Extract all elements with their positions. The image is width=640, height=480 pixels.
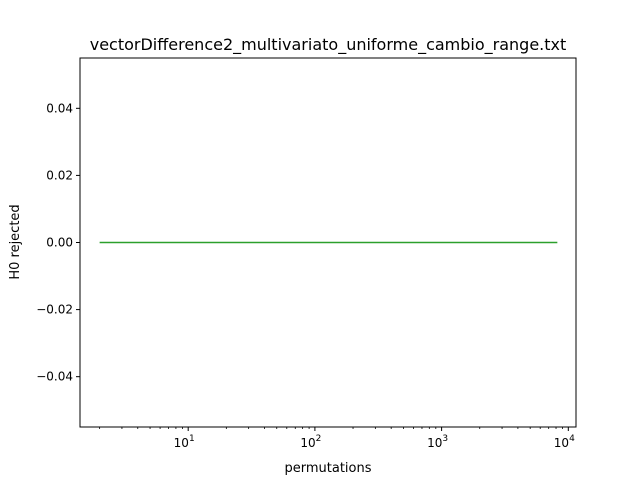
x-tick-label-2: 103	[427, 434, 448, 450]
x-tick-label-1: 102	[300, 434, 321, 450]
y-tick-label-3: −0.02	[36, 303, 73, 317]
y-tick-label-0: 0.04	[46, 101, 73, 115]
y-tick-label-2: 0.00	[46, 236, 73, 250]
chart-title: vectorDifference2_multivariato_uniforme_…	[90, 35, 567, 55]
ticks-layer: 0.04 0.02 0.00 −0.02 −0.04 101 102 103 104	[36, 101, 575, 450]
plot-frame	[79, 57, 577, 428]
x-tick-label-0: 101	[174, 434, 195, 450]
y-tick-label-4: −0.04	[36, 370, 73, 384]
x-axis-label: permutations	[284, 461, 371, 476]
y-tick-label-1: 0.02	[46, 168, 73, 182]
y-axis-label: H0 rejected	[8, 204, 23, 279]
x-tick-label-3: 104	[554, 434, 575, 450]
